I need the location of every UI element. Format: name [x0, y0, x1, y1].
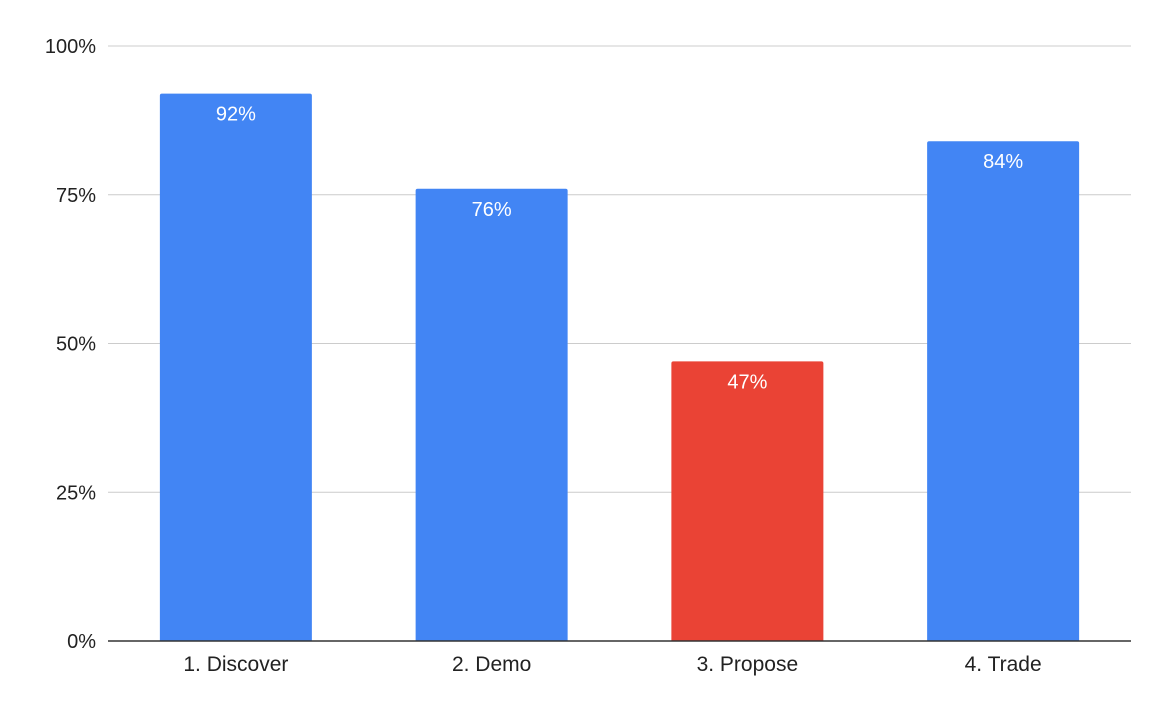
bar: [927, 141, 1080, 641]
data-label: 84%: [983, 151, 1023, 173]
data-label: 92%: [216, 104, 256, 126]
y-tick-label: 100%: [45, 36, 96, 58]
data-label: 76%: [472, 199, 512, 221]
x-tick-label: 3. Propose: [697, 653, 799, 676]
y-tick-label: 75%: [56, 185, 96, 207]
y-tick-label: 50%: [56, 334, 96, 356]
x-axis-tick-labels: 1. Discover 2. Demo 3. Propose 4. Trade: [183, 653, 1041, 676]
x-tick-label: 2. Demo: [452, 653, 531, 676]
bar: [671, 361, 824, 641]
y-tick-label: 0%: [67, 631, 96, 653]
y-axis-tick-labels: 0% 25% 50% 75% 100%: [45, 36, 96, 653]
data-label: 47%: [727, 371, 767, 393]
data-labels: 92% 76% 47% 84%: [216, 104, 1023, 394]
y-tick-label: 25%: [56, 482, 96, 504]
x-tick-label: 4. Trade: [965, 653, 1042, 676]
bar: [415, 188, 568, 642]
x-tick-label: 1. Discover: [183, 653, 288, 676]
bars: [159, 93, 1080, 642]
bar: [159, 93, 312, 642]
